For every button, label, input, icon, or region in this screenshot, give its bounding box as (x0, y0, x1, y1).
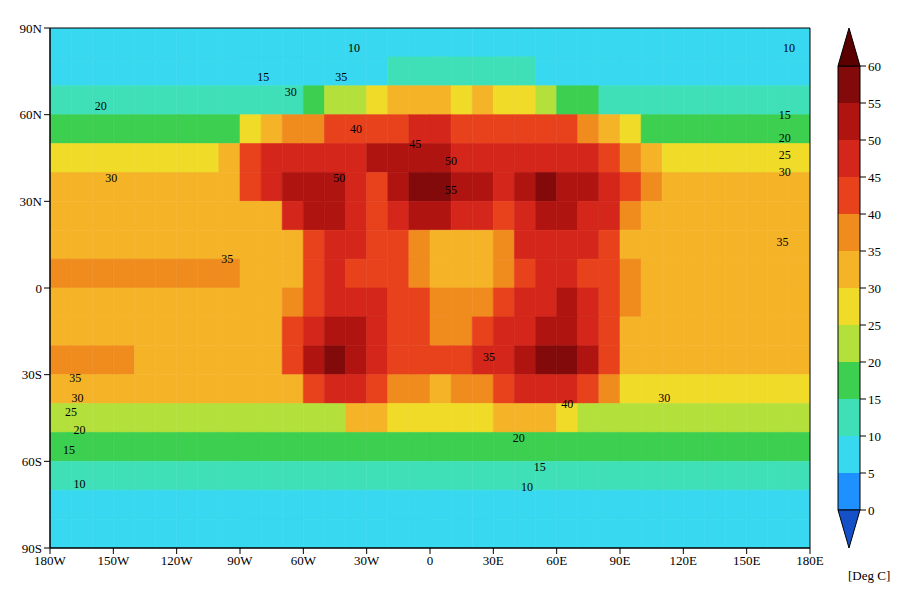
svg-text:25: 25 (779, 148, 791, 162)
svg-text:25: 25 (65, 405, 77, 419)
svg-text:55: 55 (445, 183, 457, 197)
svg-text:50: 50 (868, 133, 881, 148)
svg-text:60: 60 (868, 59, 881, 74)
svg-text:30: 30 (71, 391, 83, 405)
html-text:[Deg C]: [Deg C] (848, 568, 891, 583)
svg-text:60W: 60W (291, 553, 317, 568)
svg-text:20: 20 (74, 423, 86, 437)
svg-text:30E: 30E (483, 553, 504, 568)
svg-text:45: 45 (868, 170, 881, 185)
svg-text:35: 35 (483, 350, 495, 364)
svg-text:50: 50 (445, 154, 457, 168)
svg-text:5: 5 (868, 466, 875, 481)
svg-text:30: 30 (285, 85, 297, 99)
svg-text:150W: 150W (97, 553, 130, 568)
svg-text:90S: 90S (22, 541, 42, 556)
svg-text:120W: 120W (161, 553, 194, 568)
svg-text:10: 10 (868, 429, 881, 444)
svg-text:15: 15 (868, 392, 881, 407)
svg-text:15: 15 (779, 108, 791, 122)
svg-text:0: 0 (36, 281, 43, 296)
svg-text:55: 55 (868, 96, 881, 111)
svg-text:10: 10 (348, 41, 360, 55)
svg-text:0: 0 (868, 503, 875, 518)
svg-text:35: 35 (868, 244, 881, 259)
svg-text:30: 30 (779, 165, 791, 179)
svg-text:180W: 180W (34, 553, 66, 569)
svg-text:15: 15 (534, 460, 546, 474)
svg-text:20: 20 (95, 99, 107, 113)
svg-text:35: 35 (777, 235, 789, 249)
svg-text:30W: 30W (354, 553, 380, 568)
svg-text:150E: 150E (733, 553, 761, 568)
svg-text:30: 30 (105, 171, 117, 185)
svg-text:40: 40 (868, 207, 881, 222)
svg-text:30N: 30N (20, 194, 43, 209)
svg-text:90E: 90E (610, 553, 631, 568)
svg-text:30S: 30S (22, 367, 42, 382)
svg-text:15: 15 (63, 443, 75, 457)
svg-text:180E: 180E (796, 553, 824, 568)
svg-text:50: 50 (333, 171, 345, 185)
svg-text:20: 20 (779, 131, 791, 145)
svg-text:90W: 90W (227, 553, 253, 568)
svg-text:0: 0 (427, 553, 434, 568)
svg-text:40: 40 (561, 397, 573, 411)
svg-text:20: 20 (868, 355, 881, 370)
svg-text:35: 35 (221, 252, 233, 266)
svg-text:40: 40 (350, 122, 362, 136)
svg-text:60S: 60S (22, 454, 42, 469)
svg-text:60E: 60E (546, 553, 567, 568)
svg-text:35: 35 (69, 371, 81, 385)
svg-text:20: 20 (513, 431, 525, 445)
svg-text:10: 10 (521, 480, 533, 494)
svg-text:60N: 60N (20, 107, 43, 122)
svg-text:10: 10 (783, 41, 795, 55)
svg-text:45: 45 (409, 137, 421, 151)
svg-text:10: 10 (74, 477, 86, 491)
svg-text:90N: 90N (20, 21, 43, 36)
svg-text:25: 25 (868, 318, 881, 333)
svg-text:30: 30 (868, 281, 881, 296)
svg-text:15: 15 (257, 70, 269, 84)
svg-text:30: 30 (658, 391, 670, 405)
svg-text:35: 35 (335, 70, 347, 84)
svg-text:120E: 120E (670, 553, 698, 568)
